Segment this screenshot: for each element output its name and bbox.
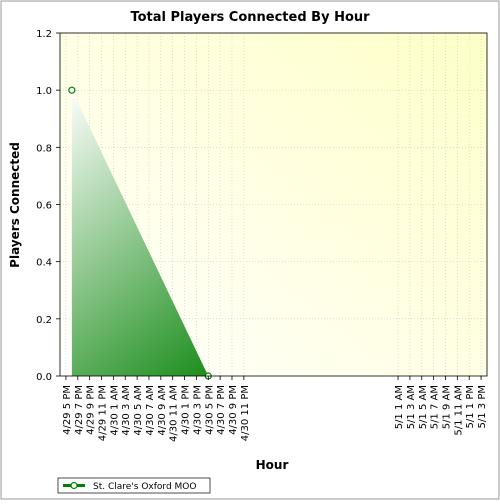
data-point (68, 86, 76, 94)
y-tick-label: 0.8 (36, 143, 52, 154)
x-tick-label: 4/29 5 PM (62, 385, 73, 435)
legend-box (57, 477, 211, 494)
y-tick-label: 0.4 (36, 258, 52, 269)
legend: St. Clare's Oxford MOO (57, 477, 211, 494)
x-tick-label: 5/1 5 AM (418, 385, 429, 429)
y-axis-label: Players Connected (8, 142, 22, 268)
legend-swatch-marker (70, 481, 78, 490)
x-tick-label: 4/30 3 PM (192, 385, 203, 435)
x-tick-label: 4/30 5 AM (133, 385, 144, 436)
x-tick-label: 5/1 7 AM (430, 385, 441, 429)
y-axis-ticks: 0.0 0.2 0.4 0.6 0.8 1.0 1.2 (36, 29, 60, 383)
x-tick-label: 4/30 3 AM (121, 385, 132, 436)
series-area (71, 90, 209, 377)
x-tick-label: 4/30 7 AM (145, 385, 156, 436)
x-tick-label: 5/1 11 AM (453, 385, 464, 436)
x-tick-label: 5/1 3 PM (477, 385, 488, 428)
x-tick-label: 4/30 9 AM (157, 385, 168, 436)
x-tick-label: 4/30 11 AM (169, 385, 180, 442)
x-tick-label: 5/1 1 PM (465, 385, 476, 428)
x-tick-label: 4/29 11 PM (98, 385, 109, 441)
x-tick-label: 4/30 9 PM (228, 385, 239, 435)
x-tick-label: 4/30 11 PM (240, 385, 251, 441)
x-tick-label: 4/30 5 PM (204, 385, 215, 435)
x-tick-label: 5/1 3 AM (406, 385, 417, 429)
x-tick-label: 5/1 1 AM (394, 385, 405, 429)
y-tick-label: 0.0 (36, 372, 52, 383)
x-axis-label: Hour (256, 458, 289, 472)
y-tick-label: 1.2 (36, 29, 52, 40)
x-axis-ticks: 4/29 5 PM 4/29 7 PM 4/29 9 PM 4/29 11 PM 4/3… (62, 376, 488, 442)
x-tick-label: 4/30 1 PM (181, 385, 192, 435)
x-tick-label: 4/30 7 PM (216, 385, 227, 435)
x-tick-label: 4/29 7 PM (74, 385, 85, 435)
y-tick-label: 1.0 (36, 86, 52, 97)
y-tick-label: 0.2 (36, 315, 52, 326)
chart-title: Total Players Connected By Hour (130, 10, 370, 25)
x-tick-label: 5/1 9 AM (441, 385, 452, 429)
x-tick-label: 4/30 1 AM (109, 385, 120, 436)
x-tick-label: 4/29 9 PM (86, 385, 97, 435)
legend-series-label: St. Clare's Oxford MOO (93, 482, 196, 492)
y-tick-label: 0.6 (36, 201, 52, 212)
